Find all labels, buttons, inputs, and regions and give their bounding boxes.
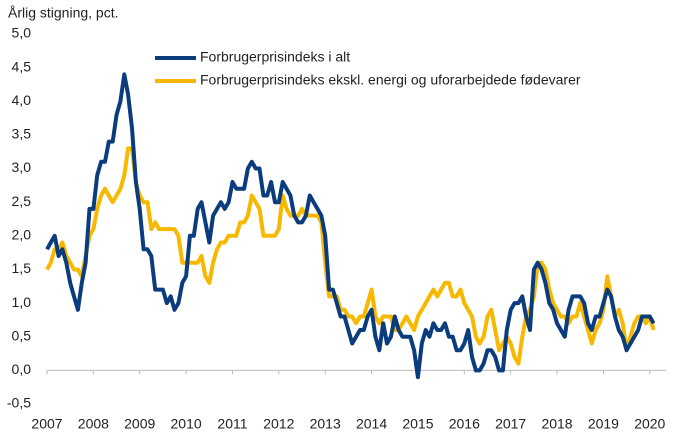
y-tick-label: 5,0 [12,25,32,41]
y-tick-label: 1,5 [12,260,32,276]
x-tick-label: 2018 [541,416,572,432]
x-tick-label: 2008 [78,416,109,432]
series-line [45,72,656,380]
legend-label: Forbrugerprisindeks i alt [200,49,350,65]
y-tick-label: 4,5 [12,58,32,74]
x-tick-label: 2014 [356,416,387,432]
x-tick-label: 2015 [402,416,433,432]
x-tick-label: 2010 [171,416,202,432]
y-tick-label: 1,0 [12,294,32,310]
x-tick-label: 2011 [217,416,247,432]
series-line [45,146,656,366]
x-tick-label: 2009 [124,416,155,432]
x-tick-label: 2012 [263,416,294,432]
x-tick-label: 2013 [310,416,341,432]
legend-label: Forbrugerprisindeks ekskl. energi og ufo… [200,72,581,88]
y-tick-label: 2,0 [12,227,32,243]
y-tick-label: 2,5 [12,193,32,209]
x-tick-label: 2017 [495,416,526,432]
y-axis-title: Årlig stigning, pct. [8,5,119,21]
x-tick-label: 2016 [449,416,480,432]
y-tick-label: 3,0 [12,159,32,175]
y-tick-label: 0,0 [12,361,32,377]
y-tick-label: 3,5 [12,126,32,142]
x-tick-label: 2020 [634,416,665,432]
x-tick-label: 2019 [588,416,619,432]
y-tick-label: -0,5 [7,395,31,411]
y-tick-label: 4,0 [12,92,32,108]
x-tick-label: 2007 [31,416,62,432]
y-tick-label: 0,5 [12,327,32,343]
